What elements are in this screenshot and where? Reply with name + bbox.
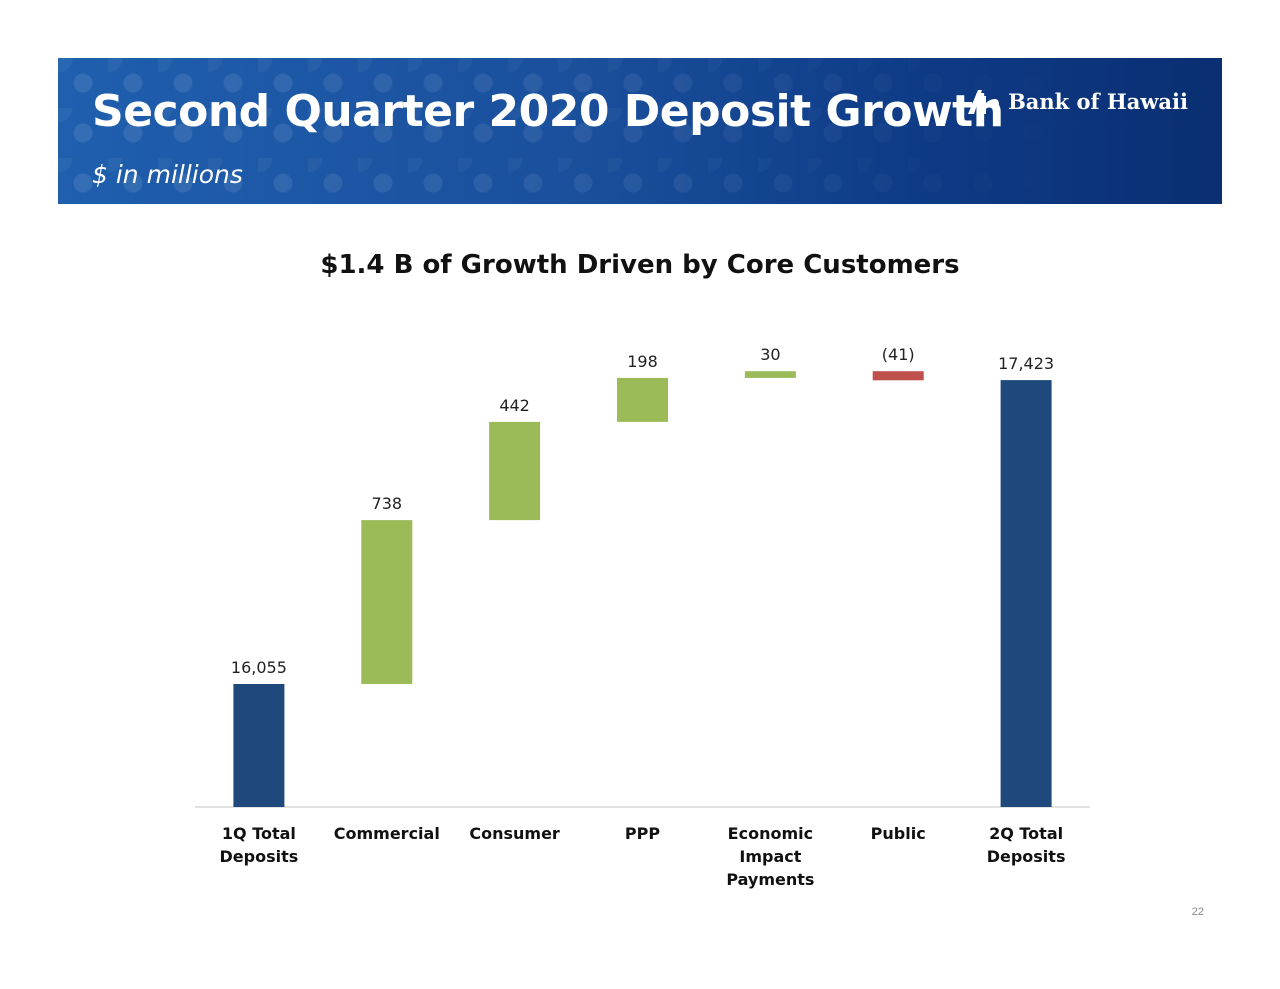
data-label-2: 442	[499, 396, 530, 415]
category-label-6-0: 2Q Total	[989, 824, 1063, 843]
bar-4	[744, 371, 796, 378]
data-label-0: 16,055	[231, 658, 287, 677]
data-label-1: 738	[372, 494, 403, 513]
bar-0	[233, 684, 285, 807]
page-title: Second Quarter 2020 Deposit Growth	[92, 86, 1004, 137]
bar-3	[617, 377, 668, 422]
bar-5	[872, 371, 924, 381]
bank-logo-icon	[968, 90, 1000, 114]
category-label-3-0: PPP	[625, 824, 660, 843]
bank-logo-text: Bank of Hawaii	[1008, 88, 1188, 114]
category-label-4-1: Impact	[739, 847, 801, 866]
category-label-1-0: Commercial	[334, 824, 440, 843]
category-label-4-0: Economic	[728, 824, 813, 843]
category-label-5-0: Public	[871, 824, 926, 843]
chart-title: $1.4 B of Growth Driven by Core Customer…	[320, 250, 960, 280]
data-label-6: 17,423	[998, 354, 1054, 373]
banner-pattern	[58, 58, 1222, 204]
category-label-6-1: Deposits	[987, 847, 1066, 866]
page-subtitle: $ in millions	[92, 160, 243, 189]
category-label-2-0: Consumer	[469, 824, 560, 843]
data-label-3: 198	[627, 352, 658, 371]
data-label-5: (41)	[882, 345, 915, 364]
category-label-0-0: 1Q Total	[222, 824, 296, 843]
category-label-0-1: Deposits	[220, 847, 299, 866]
category-label-4-2: Payments	[726, 870, 814, 889]
page-number: 22	[1191, 906, 1204, 918]
bar-1	[361, 520, 413, 684]
bar-6	[1000, 380, 1052, 807]
header-banner: Second Quarter 2020 Deposit Growth $ in …	[58, 58, 1222, 204]
data-label-4: 30	[760, 345, 780, 364]
bank-logo: Bank of Hawaii	[966, 86, 1188, 116]
bar-2	[489, 421, 541, 521]
